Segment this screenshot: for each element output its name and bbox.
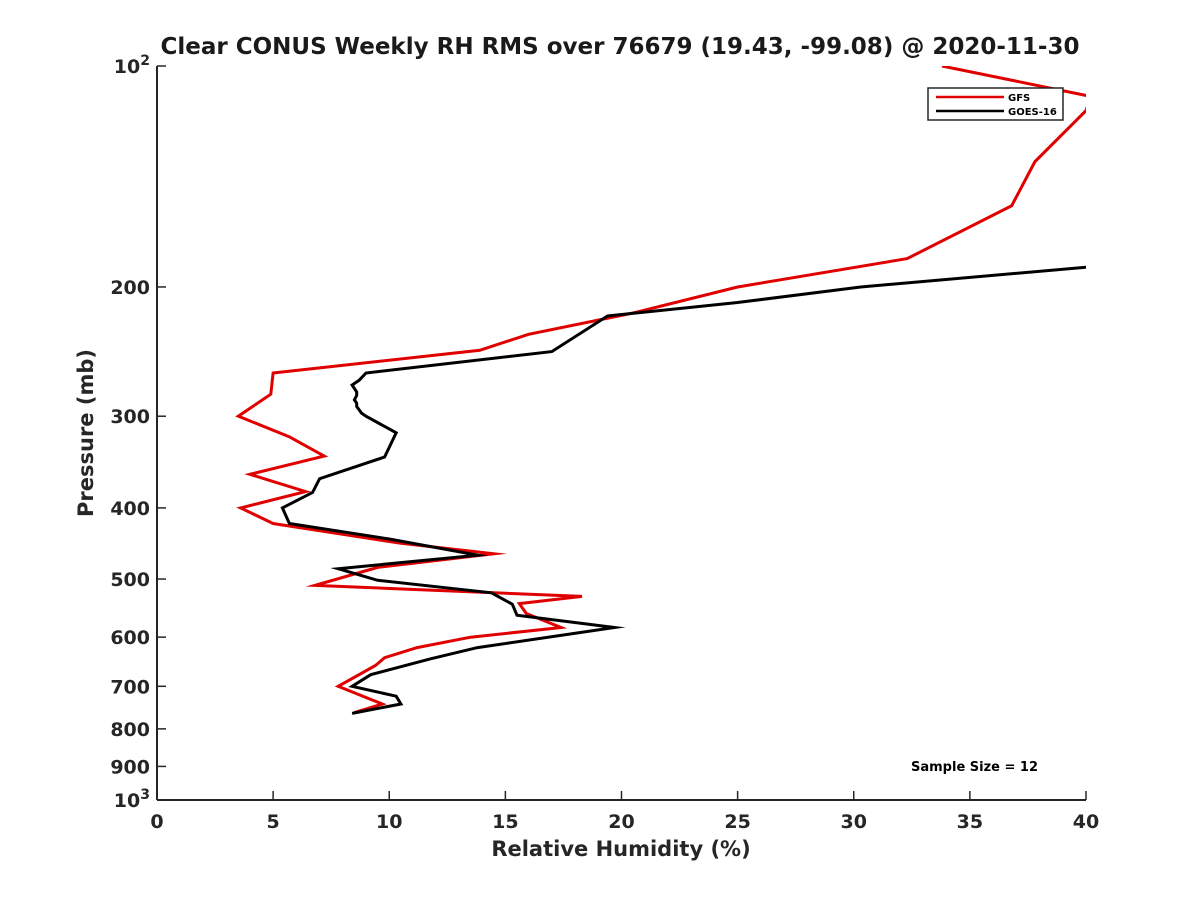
x-tick-label: 40: [1073, 811, 1099, 833]
y-tick-label: 600: [110, 627, 150, 649]
x-axis-label: Relative Humidity (%): [491, 837, 750, 861]
y-tick-label: 102: [114, 53, 150, 78]
series-line-gfs: [235, 66, 1086, 714]
series-layer: [235, 66, 1086, 715]
y-tick-label: 300: [110, 406, 150, 428]
sample-size-annotation: Sample Size = 12: [911, 760, 1038, 775]
x-tick-label: 35: [957, 811, 983, 833]
y-tick-label: 700: [110, 676, 150, 698]
series-line-goes16: [280, 265, 1086, 715]
y-tick-label: 200: [110, 277, 150, 299]
y-tick-label: 800: [110, 719, 150, 741]
chart-title: Clear CONUS Weekly RH RMS over 76679 (19…: [161, 34, 1080, 60]
y-axis-label: Pressure (mb): [74, 349, 98, 517]
x-tick-label: 15: [492, 811, 518, 833]
x-tick-label: 25: [724, 811, 750, 833]
y-tick-label: 500: [110, 569, 150, 591]
legend-label-goes16: GOES-16: [1008, 107, 1057, 118]
legend-box: [927, 87, 1064, 121]
y-tick-label: 103: [114, 787, 150, 812]
y-tick-label: 400: [110, 498, 150, 520]
legend-label-gfs: GFS: [1008, 93, 1030, 104]
x-tick-label: 0: [150, 811, 163, 833]
x-tick-label: 30: [841, 811, 867, 833]
x-tick-label: 10: [376, 811, 402, 833]
axes-layer: 0 5 10 15 20 25 30 35 40 102 200 300 400 500 600 700 800…: [110, 53, 1099, 833]
x-tick-label: 5: [267, 811, 280, 833]
legend: GFS GOES-16: [927, 87, 1064, 121]
y-tick-label: 900: [110, 756, 150, 778]
x-tick-label: 20: [608, 811, 634, 833]
